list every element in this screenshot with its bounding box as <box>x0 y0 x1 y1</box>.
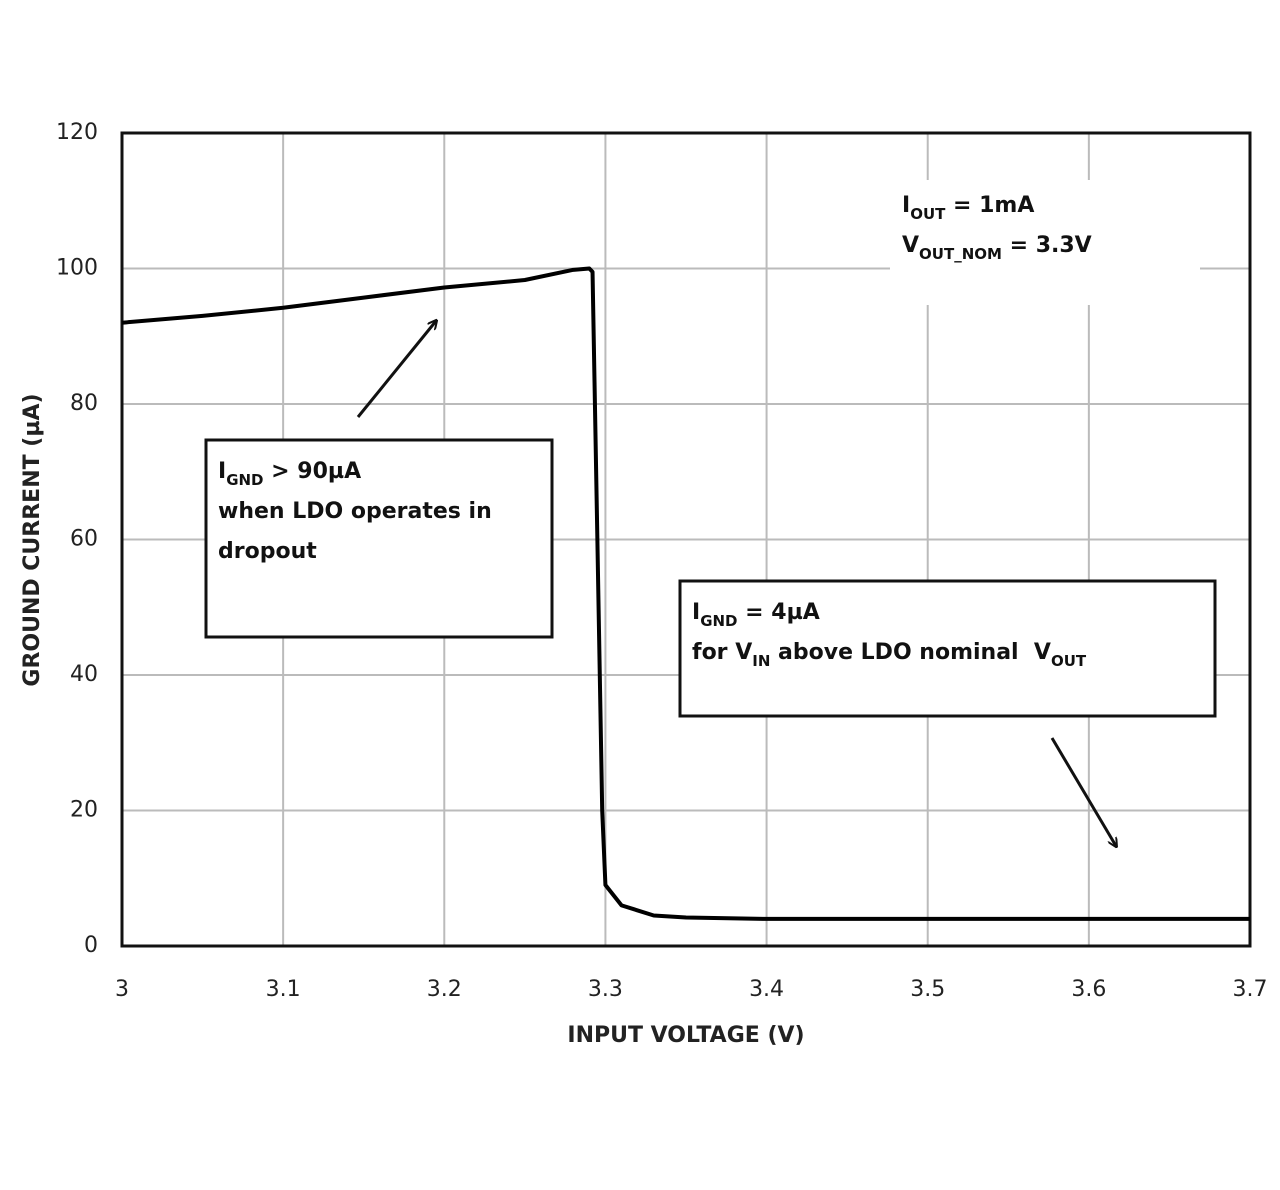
data-line <box>121 266 1250 921</box>
x-tick-label: 3.7 <box>1233 977 1268 1002</box>
x-tick-label: 3.1 <box>266 977 301 1002</box>
x-tick-label: 3.6 <box>1071 977 1106 1002</box>
y-tick-label: 0 <box>84 933 98 958</box>
arrow <box>356 321 436 418</box>
annotation-box <box>678 579 1217 718</box>
annotation-segment: when LDO operates in <box>218 499 492 524</box>
annotation-segment: I <box>902 193 910 218</box>
annotation-segment: V <box>902 233 919 258</box>
annotation-text: IGND > 90µA <box>218 459 361 489</box>
annotation-segment: IN <box>752 652 770 670</box>
y-tick-label: 100 <box>56 256 98 281</box>
annotation-segment: OUT <box>910 205 946 223</box>
annotation-text: dropout <box>218 539 317 564</box>
x-tick-label: 3.5 <box>910 977 945 1002</box>
annotation-box <box>204 438 554 639</box>
annotation-segment: I <box>218 459 226 484</box>
annotation-segment: OUT <box>1051 652 1087 670</box>
y-tick-label: 120 <box>56 120 98 145</box>
y-tick-label: 40 <box>70 662 98 687</box>
annotation-bg <box>890 180 1200 305</box>
annotation-segment: = 4µA <box>738 600 820 625</box>
x-tick-label: 3.4 <box>749 977 784 1002</box>
arrow <box>1050 737 1116 846</box>
annotation-text: when LDO operates in <box>218 499 492 524</box>
annotation-segment: OUT_NOM <box>919 245 1002 263</box>
x-tick-label: 3.3 <box>588 977 623 1002</box>
x-tick-label: 3.2 <box>427 977 462 1002</box>
annotation-text: IOUT = 1mA <box>902 193 1034 223</box>
annotation-text: for VIN above LDO nominal VOUT <box>692 640 1087 670</box>
y-tick-label: 60 <box>70 527 98 552</box>
annotation-segment: I <box>692 600 700 625</box>
x-axis-label: INPUT VOLTAGE (V) <box>567 1023 804 1048</box>
y-tick-label: 80 <box>70 391 98 416</box>
x-tick-label: 3 <box>115 977 129 1002</box>
annotation-segment: GND <box>700 612 737 630</box>
annotation-segment: GND <box>226 471 263 489</box>
y-tick-label: 20 <box>70 798 98 823</box>
y-axis-label: GROUND CURRENT (µA) <box>20 393 45 686</box>
annotation-text: IGND = 4µA <box>692 600 820 630</box>
annotation-segment: = 1mA <box>945 193 1034 218</box>
annotation-segment: dropout <box>218 539 317 564</box>
annotation-segment: = 3.3V <box>1002 233 1092 258</box>
annotation-segment: > 90µA <box>264 459 362 484</box>
annotation-segment: for V <box>692 640 752 665</box>
annotation-text: VOUT_NOM = 3.3V <box>902 233 1092 263</box>
plot-frame <box>120 131 1252 948</box>
annotation-segment: above LDO nominal V <box>770 640 1051 665</box>
